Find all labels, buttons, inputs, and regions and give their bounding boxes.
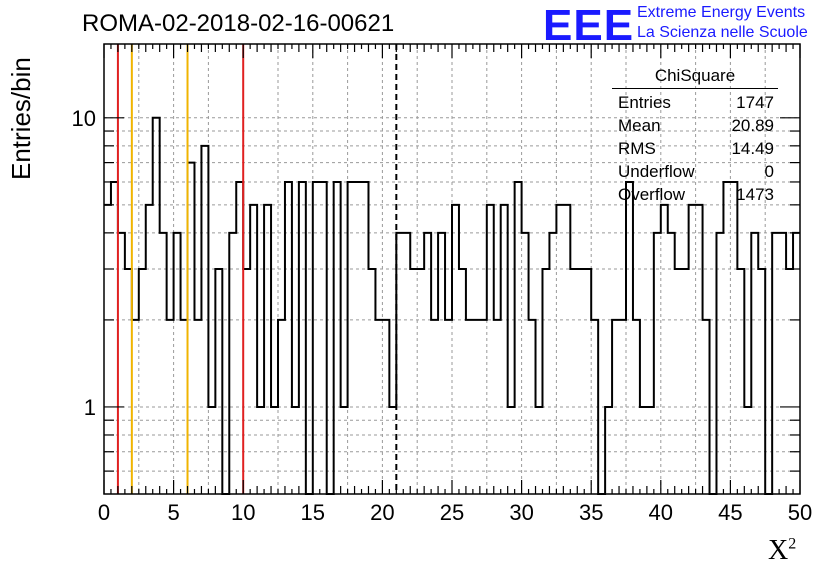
x-tick-label: 5 bbox=[167, 500, 179, 525]
stats-label: Entries bbox=[618, 93, 671, 112]
stats-label: Overflow bbox=[618, 185, 686, 204]
eee-logo: EEE bbox=[543, 1, 635, 50]
stats-value: 14.49 bbox=[731, 139, 774, 158]
logo-subtitle-1: Extreme Energy Events bbox=[637, 4, 806, 21]
y-tick-label: 1 bbox=[84, 395, 96, 420]
stats-row: Underflow 0 bbox=[612, 160, 778, 183]
x-tick-label: 25 bbox=[440, 500, 464, 525]
histogram-series bbox=[104, 116, 800, 495]
x-tick-label: 40 bbox=[649, 500, 673, 525]
stats-value: 20.89 bbox=[731, 116, 774, 135]
x-tick-label: 35 bbox=[579, 500, 603, 525]
stats-value: 1747 bbox=[736, 93, 774, 112]
stats-label: Underflow bbox=[618, 162, 695, 181]
stats-row: Overflow 1473 bbox=[612, 183, 778, 206]
x-tick-label: 10 bbox=[231, 500, 255, 525]
x-tick-label: 30 bbox=[509, 500, 533, 525]
stats-value: 1473 bbox=[736, 185, 774, 204]
stats-name: ChiSquare bbox=[612, 66, 778, 89]
x-axis-label: X2 bbox=[768, 535, 797, 566]
y-tick-label: 10 bbox=[72, 106, 96, 131]
stats-box: ChiSquare Entries 1747 Mean 20.89 RMS 14.49 Un… bbox=[612, 66, 778, 206]
x-tick-label: 45 bbox=[718, 500, 742, 525]
x-tick-label: 15 bbox=[301, 500, 325, 525]
x-tick-label: 20 bbox=[370, 500, 394, 525]
stats-label: RMS bbox=[618, 139, 656, 158]
chart-title: ROMA-02-2018-02-16-00621 bbox=[82, 10, 395, 37]
stats-value: 0 bbox=[764, 162, 774, 181]
stats-rows: Entries 1747 Mean 20.89 RMS 14.49 Underflow 0 Ov… bbox=[612, 91, 778, 206]
stats-row: RMS 14.49 bbox=[612, 137, 778, 160]
stats-row: Entries 1747 bbox=[612, 91, 778, 114]
logo-subtitle-2: La Scienza nelle Scuole bbox=[637, 24, 808, 41]
stats-label: Mean bbox=[618, 116, 661, 135]
x-tick-label: 50 bbox=[788, 500, 812, 525]
x-tick-label: 0 bbox=[98, 500, 110, 525]
stats-row: Mean 20.89 bbox=[612, 114, 778, 137]
